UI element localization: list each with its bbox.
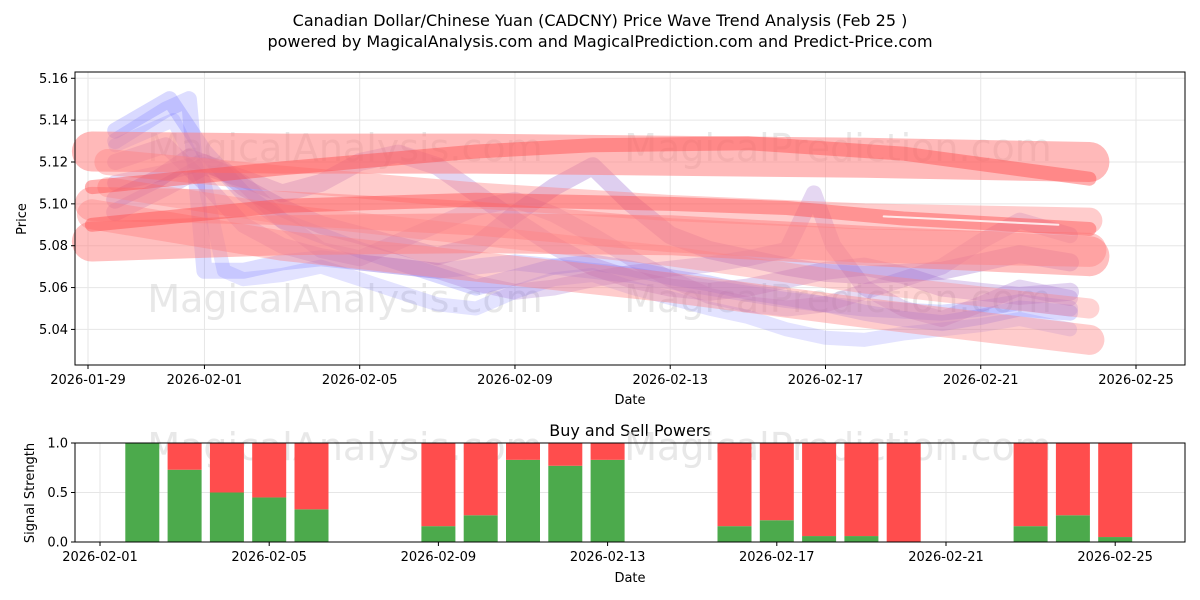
sell-bar: [463, 443, 498, 516]
price-y-ticks: 5.04 5.06 5.08 5.10 5.12 5.14 5.16: [39, 72, 75, 338]
price-x-axis-label: Date: [614, 393, 645, 408]
buy-bar: [1055, 515, 1090, 542]
chart-subtitle: powered by MagicalAnalysis.com and Magic…: [267, 32, 932, 51]
sell-bar: [252, 443, 287, 498]
price-x-tick-label: 2026-01-29: [50, 373, 126, 388]
signal-x-tick-label: 2026-02-13: [570, 550, 646, 565]
price-x-tick-label: 2026-02-09: [477, 373, 553, 388]
price-y-tick-label: 5.12: [39, 155, 68, 170]
sell-bar: [844, 443, 879, 537]
signal-x-ticks: 2026-02-01 2026-02-05 2026-02-09 2026-02-13…: [62, 542, 1153, 565]
buy-bar: [802, 536, 837, 542]
buy-bar: [506, 459, 540, 542]
series-line-red-band-4: [76, 199, 1105, 355]
signal-y-tick-label: 1.0: [47, 437, 68, 452]
sell-bar: [506, 443, 540, 460]
sell-bar: [590, 443, 625, 460]
price-y-tick-label: 5.10: [39, 197, 68, 212]
buy-bar: [717, 526, 752, 542]
sell-bar: [886, 443, 921, 542]
sell-bar: [167, 443, 202, 470]
price-x-ticks: 2026-01-29 2026-02-01 2026-02-05 2026-02-09…: [50, 365, 1174, 388]
price-x-tick-label: 2026-02-25: [1098, 373, 1174, 388]
buy-bar: [209, 492, 244, 542]
sell-bar: [1055, 443, 1090, 516]
sell-bar: [209, 443, 244, 493]
series-line-red-band-3: [74, 186, 1107, 267]
price-y-tick-label: 5.06: [39, 281, 68, 296]
watermark-text: MagicalPrediction.com: [624, 425, 1052, 469]
signal-x-tick-label: 2026-02-25: [1077, 550, 1153, 565]
buy-bar: [548, 465, 583, 542]
series-line-blue-wave-3: [108, 113, 1077, 347]
signal-chart-title: Buy and Sell Powers: [549, 421, 711, 440]
buy-bar: [1013, 526, 1048, 542]
watermark-text: MagicalPrediction.com: [624, 277, 1052, 321]
price-x-tick-label: 2026-02-01: [167, 373, 243, 388]
price-x-tick-label: 2026-02-05: [322, 373, 398, 388]
buy-bar: [252, 497, 287, 542]
series-line-white-line: [882, 215, 1060, 226]
price-x-tick-label: 2026-02-13: [632, 373, 708, 388]
buy-bar: [590, 459, 625, 542]
sell-bar: [1013, 443, 1048, 527]
buy-bar: [463, 515, 498, 542]
series-line-blue-wave-2: [107, 91, 1078, 321]
series-line-purple-wave-2: [106, 144, 1079, 305]
series-line-red-core-2: [84, 192, 1097, 236]
series-line-red-band-1: [71, 131, 1110, 182]
signal-y-axis-label: Signal Strength: [23, 443, 38, 543]
series-line-red-band-6: [97, 177, 1100, 319]
buy-bar: [167, 469, 202, 542]
signal-x-tick-label: 2026-02-01: [62, 550, 138, 565]
signal-x-tick-label: 2026-02-05: [231, 550, 307, 565]
price-y-tick-label: 5.08: [39, 239, 68, 254]
signal-x-axis-label: Date: [614, 571, 645, 586]
sell-bar: [1098, 443, 1133, 538]
series-line-red-core-1: [84, 136, 1097, 195]
price-x-tick-label: 2026-02-17: [788, 373, 864, 388]
watermark-text: MagicalAnalysis.com: [147, 277, 542, 321]
signal-bars: [125, 443, 1133, 542]
series-line-purple-wave-1: [106, 148, 1079, 284]
signal-x-tick-label: 2026-02-21: [908, 550, 984, 565]
sell-bar: [717, 443, 752, 527]
buy-bar: [294, 509, 329, 542]
buy-bar: [1098, 537, 1133, 542]
price-y-tick-label: 5.04: [39, 323, 68, 338]
price-y-tick-label: 5.14: [39, 114, 68, 129]
sell-bar: [294, 443, 329, 510]
signal-chart: Buy and Sell Powers MagicalAnalysis.com …: [23, 421, 1186, 586]
buy-bar: [421, 526, 456, 542]
signal-x-tick-label: 2026-02-17: [739, 550, 815, 565]
sell-bar: [548, 443, 583, 466]
signal-y-tick-label: 0.5: [47, 486, 68, 501]
buy-bar: [759, 520, 794, 542]
sell-bar: [421, 443, 456, 527]
price-plot-frame: [74, 71, 1186, 366]
price-x-tick-label: 2026-02-21: [943, 373, 1019, 388]
sell-bar: [759, 443, 794, 521]
signal-x-tick-label: 2026-02-09: [401, 550, 477, 565]
price-series: [71, 91, 1110, 355]
series-line-red-band-2: [71, 213, 1110, 277]
sell-bar: [802, 443, 837, 537]
price-y-tick-label: 5.16: [39, 72, 68, 87]
signal-y-tick-label: 0.0: [47, 536, 68, 551]
buy-bar: [844, 536, 879, 542]
chart-title: Canadian Dollar/Chinese Yuan (CADCNY) Pr…: [293, 11, 908, 30]
signal-y-ticks: 0.0 0.5 1.0: [47, 437, 75, 551]
price-chart: MagicalAnalysis.com MagicalPrediction.co…: [15, 71, 1186, 408]
price-y-axis-label: Price: [15, 203, 30, 235]
buy-bar: [125, 443, 160, 542]
